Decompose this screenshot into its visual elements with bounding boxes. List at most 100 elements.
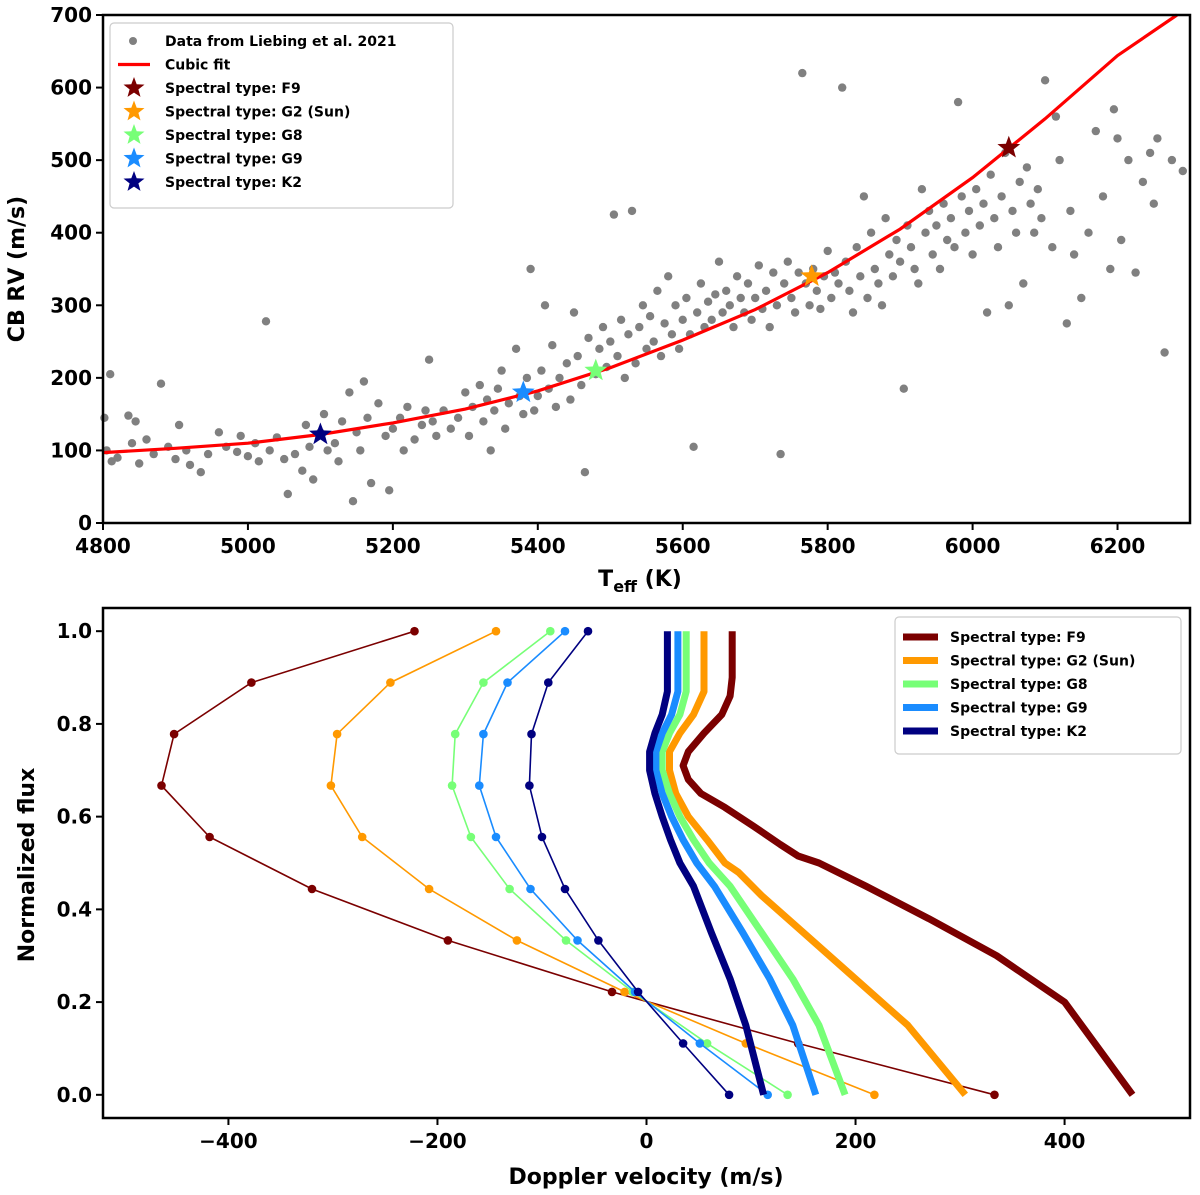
bottom-legend: Spectral type: F9 Spectral type: G2 (Sun)…: [894, 616, 1182, 755]
scatter-point: [1109, 105, 1119, 114]
scatter-point: [424, 355, 434, 364]
x-tick-label: 5600: [655, 534, 711, 558]
scatter-point: [888, 272, 898, 281]
scatter-point: [417, 420, 427, 430]
scatter-point: [337, 417, 347, 426]
scatter-point: [522, 373, 532, 383]
thin-series-point: [505, 884, 514, 894]
y-tick-label: 100: [50, 438, 92, 462]
legend-scatter-swatch: [129, 37, 137, 45]
scatter-point: [595, 344, 604, 353]
top-plot-frame: [101, 13, 1192, 525]
legend-star-label: Spectral type: G8: [165, 128, 303, 144]
scatter-point: [298, 466, 307, 475]
scatter-point: [645, 312, 655, 321]
scatter-point: [972, 185, 981, 194]
scatter-point: [1145, 148, 1155, 158]
scatter-point: [573, 351, 582, 361]
scatter-point: [1178, 166, 1188, 176]
star-marker: [997, 135, 1021, 158]
scatter-point: [845, 286, 854, 295]
legend-scatter-label: Data from Liebing et al. 2021: [165, 34, 397, 50]
scatter-point: [348, 497, 358, 506]
y-tick-label: 200: [50, 366, 92, 390]
scatter-point: [345, 388, 354, 397]
scatter-point: [718, 308, 727, 317]
scatter-point: [1062, 319, 1072, 328]
scatter-point: [732, 272, 742, 281]
scatter-point: [783, 257, 792, 266]
scatter-point: [656, 351, 666, 361]
scatter-point: [497, 366, 506, 375]
scatter-point: [671, 301, 680, 310]
scatter-point: [805, 301, 814, 310]
scatter-point: [736, 293, 745, 303]
top-legend: Data from Liebing et al. 2021 Cubic fit Sp…: [109, 22, 454, 209]
scatter-point: [946, 214, 956, 223]
scatter-point: [135, 459, 144, 468]
thin-series-point: [491, 626, 501, 636]
scatter-point: [798, 68, 807, 78]
scatter-point: [678, 315, 687, 324]
scatter-point: [1113, 134, 1122, 143]
scatter-point: [932, 221, 941, 230]
scatter-point: [356, 446, 365, 455]
scatter-point: [848, 308, 858, 317]
scatter-point: [790, 308, 800, 317]
scatter-point: [895, 257, 905, 266]
scatter-point: [428, 417, 437, 426]
scatter-point: [106, 370, 115, 379]
scatter-point: [1167, 155, 1177, 165]
scatter-point: [852, 243, 861, 252]
scatter-point: [493, 384, 503, 393]
legend-series-label: Spectral type: G2 (Sun): [950, 654, 1135, 670]
thin-series-point: [479, 729, 488, 739]
scatter-point: [461, 388, 470, 397]
scatter-point: [993, 243, 1003, 252]
scatter-point: [707, 315, 716, 324]
x-tick-label: 5000: [220, 534, 276, 558]
scatter-point: [301, 420, 311, 430]
scatter-point: [562, 359, 571, 368]
scatter-point: [609, 210, 619, 219]
scatter-point: [1149, 199, 1159, 208]
scatter-point: [928, 250, 937, 259]
scatter-point: [780, 279, 789, 288]
scatter-point: [653, 286, 662, 295]
x-tick-label: −400: [199, 1129, 258, 1153]
scatter-point: [866, 228, 876, 237]
scatter-point: [1040, 76, 1050, 85]
scatter-point: [1033, 185, 1043, 194]
scatter-point: [1138, 177, 1148, 187]
thick-series-line: [658, 631, 849, 1097]
scatter-point: [627, 206, 637, 216]
scatter-point: [823, 246, 832, 256]
scatter-point: [638, 301, 648, 310]
scatter-point: [1055, 155, 1064, 165]
scatter-point: [747, 315, 756, 324]
thin-series-point: [527, 729, 536, 739]
scatter-point: [580, 468, 590, 477]
scatter-point: [526, 264, 535, 274]
scatter-point: [388, 424, 398, 433]
legend-box: [894, 616, 1182, 755]
scatter-point: [598, 322, 608, 332]
scatter-point: [751, 293, 760, 303]
scatter-point: [990, 214, 999, 223]
scatter-point: [1160, 348, 1169, 357]
legend-star-label: Spectral type: F9: [165, 81, 301, 97]
thin-series-point: [491, 832, 501, 842]
scatter-point: [682, 293, 691, 303]
scatter-point: [906, 243, 916, 252]
thin-series-point: [247, 678, 256, 687]
x-tick-label: 4800: [75, 534, 131, 558]
scatter-point: [537, 366, 546, 375]
thin-series-point: [443, 936, 453, 945]
scatter-point: [794, 268, 803, 277]
scatter-point: [363, 413, 372, 422]
star-marker: [511, 380, 535, 403]
scatter-point: [812, 286, 821, 295]
thin-series-point: [990, 1090, 999, 1100]
thin-series-point: [525, 781, 534, 790]
thick-series-line: [646, 631, 767, 1096]
